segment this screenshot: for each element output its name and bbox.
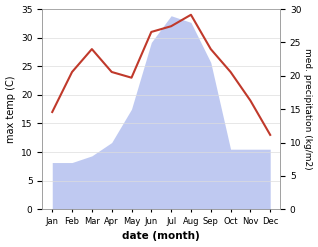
- Y-axis label: max temp (C): max temp (C): [5, 75, 16, 143]
- X-axis label: date (month): date (month): [122, 231, 200, 242]
- Y-axis label: med. precipitation (kg/m2): med. precipitation (kg/m2): [303, 48, 313, 170]
